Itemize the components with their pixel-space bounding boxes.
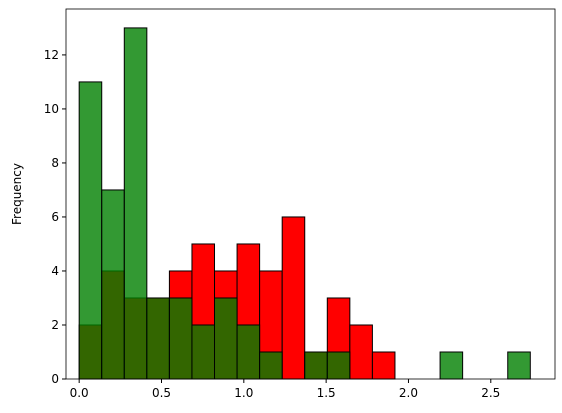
bar: [439, 351, 464, 380]
y-tick-label: 6: [51, 210, 59, 224]
bar: [507, 351, 531, 380]
bar: [259, 351, 283, 380]
bar: [123, 27, 148, 380]
y-tick-label: 10: [44, 102, 59, 116]
bar: [281, 216, 306, 380]
bar: [371, 351, 396, 380]
bar: [191, 324, 216, 380]
y-tick-label: 12: [44, 48, 59, 62]
y-tick-label: 4: [51, 264, 59, 278]
x-tick-label: 2.5: [481, 386, 500, 400]
x-tick-label: 1.0: [234, 386, 253, 400]
x-tick-label: 0.5: [152, 386, 171, 400]
bar: [168, 297, 193, 380]
x-tick-label: 0.0: [70, 386, 89, 400]
y-tick-label: 8: [51, 156, 59, 170]
bar: [326, 351, 351, 380]
y-tick-label: 2: [51, 318, 59, 332]
axes-frame: [65, 8, 556, 380]
x-tick-label: 2.0: [399, 386, 418, 400]
bar: [101, 189, 125, 380]
bar: [304, 351, 328, 380]
bar: [214, 297, 238, 380]
x-tick-label: 1.5: [317, 386, 336, 400]
bar: [78, 81, 103, 380]
bar: [236, 324, 261, 380]
bar: [349, 324, 373, 380]
y-axis-label: Frequency: [10, 163, 24, 225]
bar: [146, 297, 170, 380]
y-tick-label: 0: [51, 372, 59, 386]
